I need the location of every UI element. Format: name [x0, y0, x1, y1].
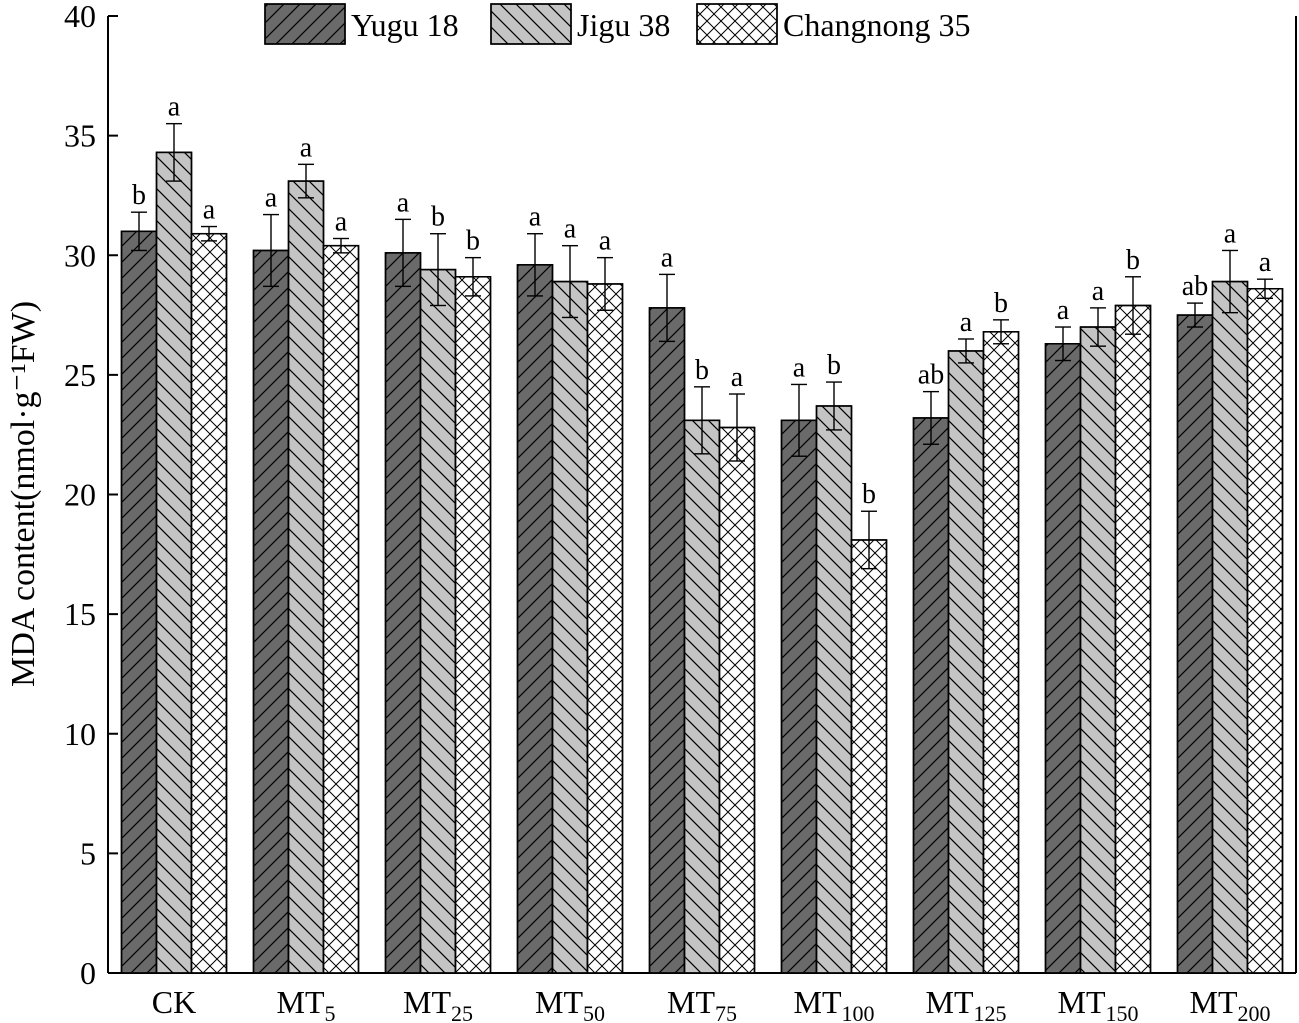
bar-hatch: [683, 419, 721, 974]
legend-item-2: Changnong 35: [696, 3, 971, 45]
legend-swatch-hatch: [490, 3, 572, 45]
bar-hatch: [322, 244, 360, 974]
bar-hatch: [551, 280, 589, 974]
bar-hatch: [718, 426, 756, 974]
y-tick-label: 5: [80, 835, 96, 871]
significance-label: a: [960, 307, 973, 338]
significance-label: a: [599, 226, 612, 257]
significance-label: a: [397, 187, 410, 218]
significance-label: a: [1259, 247, 1272, 278]
bar-hatch: [982, 331, 1020, 974]
legend-swatch-hatch: [264, 3, 346, 45]
bar-hatch: [1114, 304, 1152, 974]
significance-label: a: [300, 132, 313, 163]
x-tick-label: MT150: [1058, 984, 1139, 1023]
bar-group-1: aaa: [252, 132, 360, 974]
bar-hatch: [1079, 326, 1117, 974]
x-tick-label: MT125: [926, 984, 1007, 1023]
bar-group-5: a bb: [780, 350, 888, 974]
y-axis-title: MDA content(nmol·g⁻¹FW): [5, 301, 42, 687]
significance-label: a: [731, 362, 744, 393]
bar-hatch: [454, 276, 492, 974]
bar-hatch: [780, 419, 818, 974]
significance-label: a: [335, 207, 348, 238]
bar-hatch: [815, 405, 853, 974]
significance-label: a: [564, 214, 577, 245]
significance-label: ab: [1182, 271, 1208, 302]
legend: Yugu 18 Jigu 38 Changnong 35: [264, 3, 971, 45]
x-tick-label: MT50: [535, 984, 605, 1023]
bar-group-4: ab a: [648, 242, 756, 974]
significance-label: a: [1224, 218, 1237, 249]
legend-item-0: Yugu 18: [264, 3, 459, 45]
y-tick-label: 35: [64, 118, 96, 154]
bar-hatch: [287, 180, 325, 974]
bar-hatch: [190, 232, 228, 974]
x-axis-labels: CK MT5 MT25 MT50 MT75 MT100 MT125 MT150 MT200: [152, 984, 1271, 1023]
bar-hatch: [1211, 280, 1249, 974]
bar-group-2: a bb: [384, 187, 492, 974]
bar-hatch: [1176, 314, 1214, 974]
y-tick-label: 25: [64, 357, 96, 393]
x-tick-label: MT200: [1190, 984, 1271, 1023]
bar-hatch: [384, 252, 422, 974]
x-tick-label: MT75: [667, 984, 737, 1023]
x-tick-label: CK: [152, 984, 196, 1020]
y-tick-label: 15: [64, 596, 96, 632]
x-tick-label: MT5: [277, 984, 336, 1023]
bar-hatch: [252, 249, 290, 974]
bar-hatch: [120, 230, 158, 974]
y-tick-label: 40: [64, 0, 96, 34]
y-tick-label: 0: [80, 955, 96, 991]
significance-label: a: [1092, 276, 1105, 307]
bar-hatch: [648, 307, 686, 974]
x-tick-label: MT100: [794, 984, 875, 1023]
x-tick-label: MT25: [403, 984, 473, 1023]
bar-hatch: [1044, 343, 1082, 974]
legend-label: Jigu 38: [577, 7, 670, 43]
bar-hatch: [586, 283, 624, 974]
bar-hatch: [947, 350, 985, 974]
significance-label: b: [132, 180, 146, 211]
significance-label: b: [994, 288, 1008, 319]
significance-label: b: [827, 350, 841, 381]
significance-label: a: [661, 242, 674, 273]
significance-label: b: [431, 202, 445, 233]
significance-label: b: [695, 355, 709, 386]
y-tick-label: 10: [64, 716, 96, 752]
significance-label: b: [862, 479, 876, 510]
bar-hatch: [516, 264, 554, 974]
bar-hatch: [850, 539, 888, 974]
significance-label: a: [265, 183, 278, 214]
significance-label: a: [1057, 295, 1070, 326]
significance-label: ab: [918, 360, 944, 391]
y-tick-label: 30: [64, 237, 96, 273]
bar-hatch: [1246, 287, 1284, 974]
significance-label: a: [529, 202, 542, 233]
significance-label: b: [466, 226, 480, 257]
significance-label: a: [793, 352, 806, 383]
bar-hatch: [419, 268, 457, 974]
bar-hatch: [155, 151, 193, 974]
significance-label: b: [1126, 245, 1140, 276]
significance-label: a: [168, 92, 181, 123]
legend-label: Changnong 35: [783, 7, 971, 43]
legend-item-1: Jigu 38: [490, 3, 670, 45]
y-tick-label: 20: [64, 477, 96, 513]
bar-group-0: b a a: [120, 92, 228, 974]
legend-label: Yugu 18: [351, 7, 459, 43]
y-axis-ticks: 0 5 10 15 20 25 30 35 40: [64, 0, 118, 991]
legend-swatch-hatch: [696, 3, 778, 45]
bar-group-7: aab: [1044, 245, 1152, 974]
bar-hatch: [912, 417, 950, 974]
significance-label: a: [203, 195, 216, 226]
